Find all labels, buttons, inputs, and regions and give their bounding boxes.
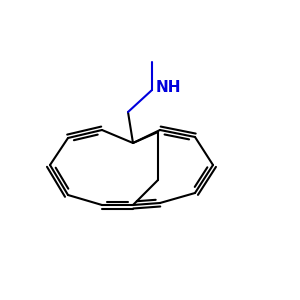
Text: NH: NH [156,80,182,95]
